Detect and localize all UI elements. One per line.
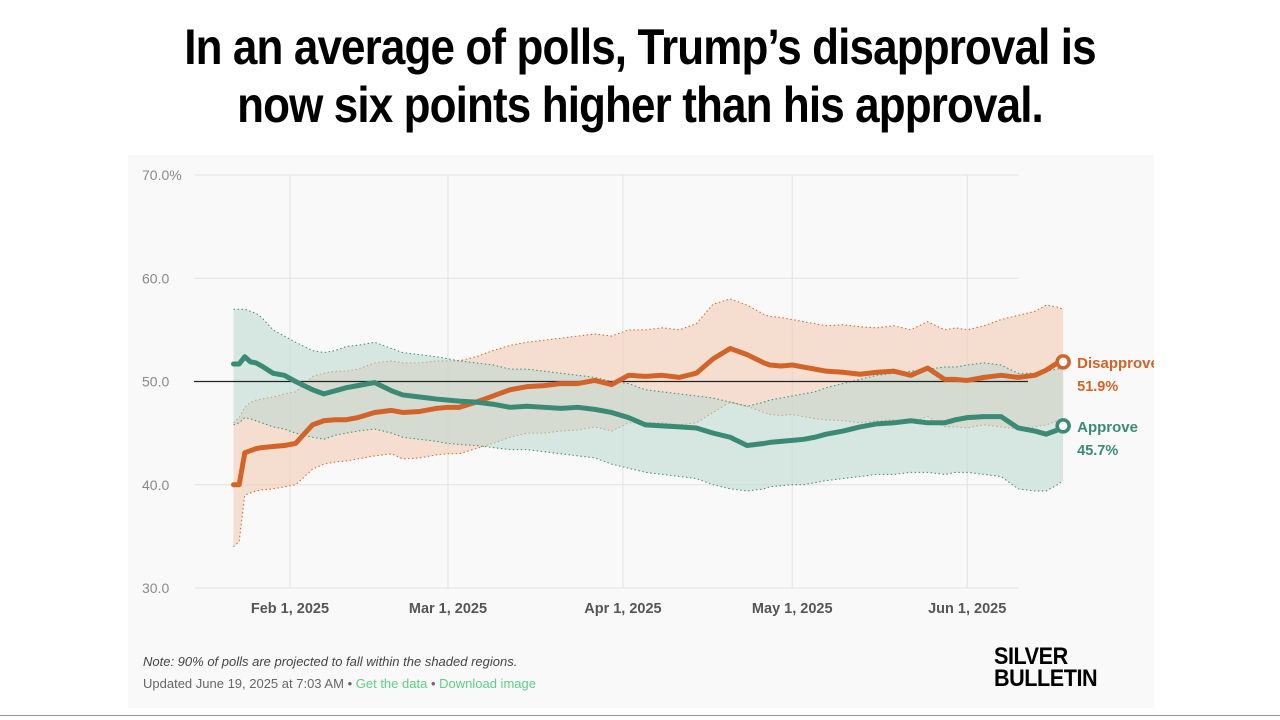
updated-line: Updated June 19, 2025 at 7:03 AM • Get t… [143, 676, 536, 691]
bottom-divider [0, 715, 1280, 716]
approve-value: 45.7% [1077, 443, 1118, 459]
approve-band [233, 309, 1064, 491]
updated-timestamp: Updated June 19, 2025 at 7:03 AM [143, 676, 344, 691]
y-tick-label: 70.0% [142, 167, 182, 183]
approve-band-upper-edge [233, 308, 1064, 407]
headline-line-1: In an average of polls, Trump’s disappro… [184, 19, 1096, 75]
disapprove-line [231, 345, 1066, 488]
y-tick-label: 50.0 [142, 374, 169, 390]
separator-dot-2: • [430, 676, 436, 691]
get-data-link[interactable]: Get the data [355, 676, 428, 691]
silver-bulletin-logo: SILVER BULLETIN [994, 643, 1098, 692]
x-tick-label: Mar 1, 2025 [409, 601, 487, 617]
headline-line-2: now six points higher than his approval. [237, 77, 1044, 133]
y-tick-label: 40.0 [142, 477, 169, 493]
brand-line-2: BULLETIN [994, 665, 1098, 692]
x-tick-label: Feb 1, 2025 [251, 601, 329, 617]
x-tick-label: Jun 1, 2025 [928, 601, 1006, 617]
y-tick-label: 30.0 [142, 580, 169, 596]
approve-band-lower-edge [233, 417, 1064, 492]
approve-label: Approve [1077, 419, 1138, 436]
disapprove-value: 51.9% [1077, 379, 1118, 395]
approval-chart: 70.0% 60.0 50.0 40.0 30.0 Feb 1, 2025 Mar 1, 2… [142, 167, 1154, 617]
chart-note: Note: 90% of polls are projected to fall… [143, 654, 518, 669]
headline: In an average of polls, Trump’s disappro… [77, 18, 1203, 134]
x-tick-label: Apr 1, 2025 [584, 601, 661, 617]
chart-panel: 70.0% 60.0 50.0 40.0 30.0 Feb 1, 2025 Mar 1, 2… [128, 155, 1154, 708]
y-tick-label: 60.0 [142, 270, 169, 286]
brand-line-1: SILVER [994, 643, 1068, 670]
download-image-link[interactable]: Download image [439, 676, 536, 691]
x-tick-label: May 1, 2025 [752, 601, 833, 617]
disapprove-end-marker [1055, 354, 1071, 370]
axis-ticks: 70.0% 60.0 50.0 40.0 30.0 Feb 1, 2025 Mar 1, 2… [142, 167, 1006, 617]
separator-dot: • [347, 676, 353, 691]
approve-line [231, 354, 1066, 449]
approve-end-marker [1055, 418, 1071, 434]
disapprove-label: Disapprove [1077, 355, 1154, 372]
series-lines [231, 345, 1071, 488]
end-labels: Disapprove 51.9% Approve 45.7% [1077, 355, 1154, 459]
